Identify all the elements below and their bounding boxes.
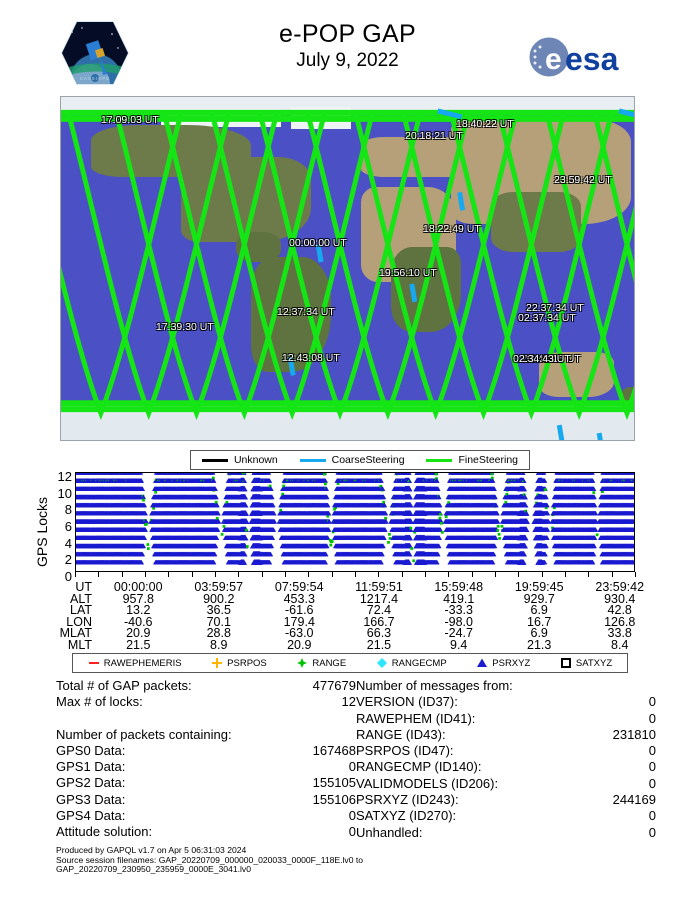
map-legend-entry: FineSteering bbox=[426, 454, 518, 466]
map-antarctica bbox=[61, 410, 634, 440]
map-legend-entry: CoarseSteering bbox=[299, 454, 405, 466]
range-marker bbox=[154, 490, 158, 494]
legend-line-swatch bbox=[299, 458, 326, 462]
map-time-label: 02:34:43 UT bbox=[513, 353, 571, 365]
y-tick-label: 4 bbox=[64, 535, 72, 551]
y-tick-label: 6 bbox=[64, 519, 72, 534]
map-time-label: 17:39:30 UT bbox=[156, 321, 214, 333]
map-legend-entry: Unknown bbox=[201, 454, 278, 466]
legend-line-swatch bbox=[426, 458, 453, 462]
legend-label: FineSteering bbox=[458, 454, 519, 466]
range-marker bbox=[152, 507, 156, 510]
map-time-label: 19:56:10 UT bbox=[379, 267, 437, 279]
world-map-orbit-plot: 17:09:03 UT 18:40:22 UT 20:18:21 UT 23:59:4… bbox=[60, 96, 635, 441]
range-marker bbox=[211, 476, 215, 480]
psrxyz-marker bbox=[137, 473, 144, 475]
map-time-label: 22:37:34 UT bbox=[526, 302, 584, 314]
map-time-label: 12:43:08 UT bbox=[282, 352, 340, 364]
page-title: e-POP GAP bbox=[278, 20, 416, 48]
map-time-label: 02:43:15 UT bbox=[523, 353, 581, 365]
range-marker bbox=[146, 547, 150, 550]
y-tick-label: 12 bbox=[57, 469, 72, 484]
range-marker bbox=[244, 528, 248, 532]
range-marker bbox=[242, 473, 245, 475]
y-tick-label: 8 bbox=[64, 502, 72, 518]
legend-line-swatch bbox=[201, 458, 228, 462]
psrxyz-marker bbox=[210, 473, 216, 475]
map-steering-legend: Unknown CoarseSteering FineSteering bbox=[190, 450, 530, 470]
range-marker bbox=[220, 532, 224, 536]
page-header: CASSIOPE e-POP GAP July 9, 2022 e esa bbox=[0, 0, 695, 92]
y-tick-label: 10 bbox=[57, 485, 72, 501]
range-marker bbox=[144, 522, 148, 526]
range-marker bbox=[142, 498, 145, 502]
cassiope-mission-patch-icon: CASSIOPE bbox=[60, 18, 130, 88]
map-time-label: 18:22:49 UT bbox=[423, 223, 481, 235]
psrxyz-marker bbox=[266, 473, 272, 475]
y-tick-label: 0 bbox=[64, 569, 72, 584]
map-time-label: 00:00:00 UT bbox=[289, 237, 347, 249]
y-tick-label: 2 bbox=[64, 552, 72, 568]
gps-locks-scatter bbox=[76, 473, 634, 565]
range-marker bbox=[245, 545, 249, 548]
map-time-label: 02:37:34 UT bbox=[518, 312, 576, 324]
map-time-label: 17:09:03 UT bbox=[101, 114, 159, 126]
legend-label: CoarseSteering bbox=[331, 454, 405, 466]
page-subtitle: July 9, 2022 bbox=[296, 50, 399, 71]
range-marker bbox=[146, 543, 150, 546]
esa-logo-icon: e esa bbox=[525, 33, 635, 81]
map-time-label: 12:37:34 UT bbox=[277, 306, 335, 318]
map-time-label: 23:59:42 UT bbox=[554, 174, 612, 186]
map-time-label: 18:40:22 UT bbox=[456, 118, 514, 130]
gps-locks-plot bbox=[75, 472, 635, 572]
legend-label: Unknown bbox=[233, 454, 278, 466]
map-time-label: 20:18:21 UT bbox=[405, 130, 463, 142]
orbit-ground-tracks bbox=[61, 108, 634, 440]
gps-locks-y-tick-labels: 0 2 4 6 8 10 12 bbox=[48, 468, 72, 583]
